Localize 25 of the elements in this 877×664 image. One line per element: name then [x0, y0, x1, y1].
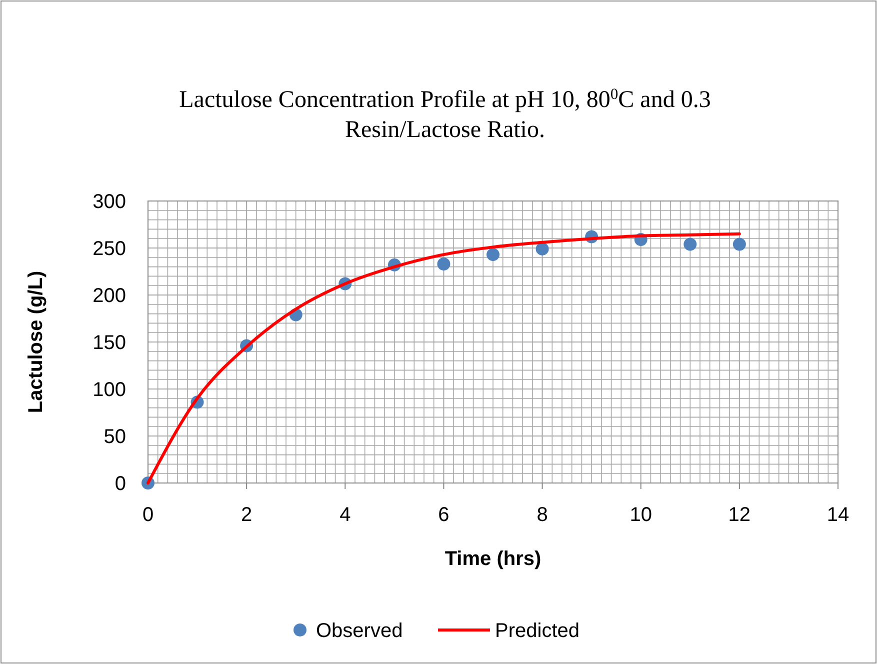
point [437, 257, 450, 270]
point [732, 238, 746, 251]
y-tick-label: 50 [104, 426, 126, 448]
legend-label: Predicted [495, 620, 580, 642]
x-tick-label: 4 [340, 504, 351, 526]
y-tick-label: 200 [92, 285, 126, 307]
point [684, 238, 697, 251]
y-axis-title: Lactulose (g/L) [25, 270, 47, 414]
x-tick-label: 14 [826, 504, 850, 526]
legend-label: Observed [316, 620, 403, 642]
x-tick-label: 2 [241, 504, 252, 526]
x-tick-label: 12 [728, 504, 751, 526]
y-tick-label: 150 [92, 332, 126, 354]
x-tick-label: 10 [630, 504, 652, 526]
y-tick-label: 300 [92, 191, 126, 213]
point [486, 248, 500, 262]
y-tick-label: 0 [114, 473, 126, 495]
x-axis-title: Time (hrs) [444, 548, 542, 570]
y-tick-label: 250 [92, 238, 126, 260]
x-tick-label: 8 [536, 504, 548, 526]
point [536, 242, 549, 256]
chart-title: Lactulose Concentration Profile at pH 10, 80$^{0}$C and 0.3 Resin/Lactose Ratio. [179, 86, 711, 143]
x-tick-label: 6 [438, 504, 450, 526]
x-tick-label: 0 [142, 504, 154, 526]
y-tick-label: 100 [92, 379, 126, 401]
